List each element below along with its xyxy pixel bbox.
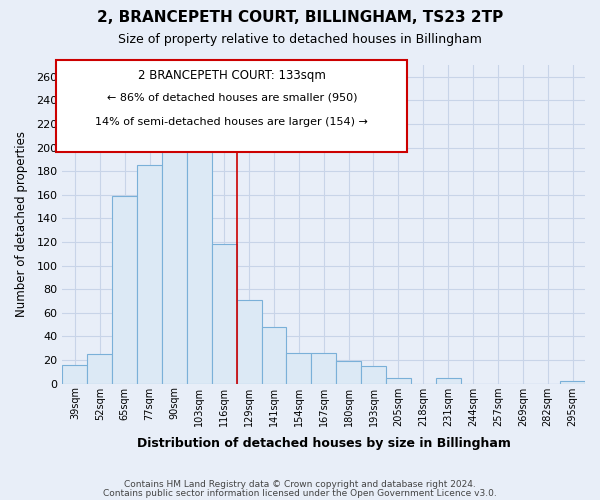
Bar <box>112 196 137 384</box>
Text: Contains public sector information licensed under the Open Government Licence v3: Contains public sector information licen… <box>103 489 497 498</box>
Bar <box>88 354 112 384</box>
Bar <box>162 137 187 384</box>
Bar <box>137 166 162 384</box>
Bar <box>361 366 386 384</box>
Bar <box>436 378 461 384</box>
Bar <box>262 327 286 384</box>
Bar <box>236 300 262 384</box>
Bar <box>62 364 88 384</box>
Text: 2, BRANCEPETH COURT, BILLINGHAM, TS23 2TP: 2, BRANCEPETH COURT, BILLINGHAM, TS23 2T… <box>97 10 503 25</box>
Bar <box>212 244 236 384</box>
Bar <box>560 382 585 384</box>
Bar <box>286 353 311 384</box>
Text: Size of property relative to detached houses in Billingham: Size of property relative to detached ho… <box>118 32 482 46</box>
Y-axis label: Number of detached properties: Number of detached properties <box>15 132 28 318</box>
Text: 2 BRANCEPETH COURT: 133sqm: 2 BRANCEPETH COURT: 133sqm <box>138 69 326 82</box>
Bar <box>336 361 361 384</box>
Text: ← 86% of detached houses are smaller (950): ← 86% of detached houses are smaller (95… <box>107 93 357 103</box>
Bar <box>311 353 336 384</box>
Bar <box>386 378 411 384</box>
Text: 14% of semi-detached houses are larger (154) →: 14% of semi-detached houses are larger (… <box>95 117 368 127</box>
Bar <box>187 131 212 384</box>
X-axis label: Distribution of detached houses by size in Billingham: Distribution of detached houses by size … <box>137 437 511 450</box>
Text: Contains HM Land Registry data © Crown copyright and database right 2024.: Contains HM Land Registry data © Crown c… <box>124 480 476 489</box>
